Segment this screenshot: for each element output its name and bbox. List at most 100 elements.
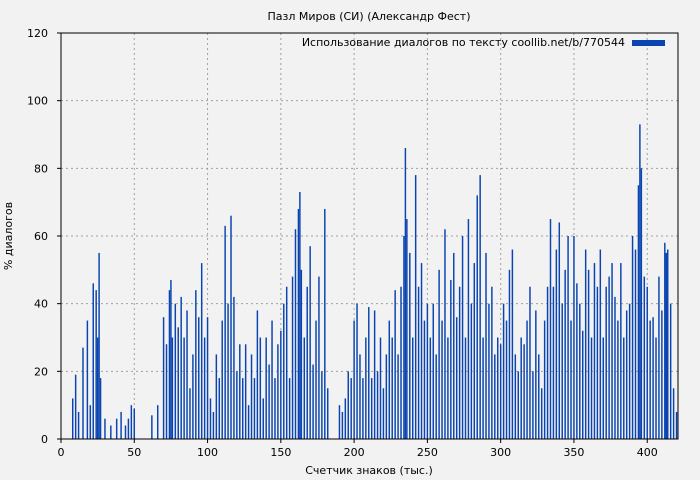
x-tick-label: 0 [58, 446, 65, 459]
bar [200, 263, 203, 439]
bar [283, 303, 285, 439]
bar [453, 252, 455, 439]
bar [646, 286, 648, 439]
bar [274, 378, 276, 439]
bar [291, 276, 294, 439]
bar [464, 337, 467, 439]
bar [376, 371, 379, 439]
bar [318, 276, 320, 439]
bar [403, 236, 405, 439]
x-tick-label: 400 [637, 446, 658, 459]
bar [558, 222, 561, 439]
bar [356, 303, 358, 439]
bar [218, 378, 221, 439]
bar [171, 337, 174, 439]
bar [130, 405, 133, 439]
bar [239, 344, 241, 439]
bar [183, 337, 185, 439]
y-axis-label: % диалогов [2, 202, 15, 270]
bar [288, 378, 291, 439]
bar [584, 249, 587, 439]
bar [532, 371, 534, 439]
bar [611, 263, 613, 439]
bar [344, 398, 347, 439]
bar [423, 320, 426, 439]
bar [549, 219, 552, 439]
bar [180, 296, 182, 439]
bar [412, 337, 414, 439]
bar [373, 310, 376, 439]
bar [206, 317, 209, 439]
bar [590, 337, 593, 439]
bar [215, 354, 218, 439]
bar [391, 337, 393, 439]
bar [250, 354, 253, 439]
bar [420, 263, 423, 439]
bar [162, 317, 165, 439]
bar [370, 378, 373, 439]
bar [649, 320, 651, 439]
bar [675, 411, 678, 439]
bar [156, 405, 159, 439]
bar [426, 303, 429, 439]
bar [608, 276, 610, 439]
y-axis-ticks: 0 20 40 60 80 100 120 [27, 27, 61, 446]
bar [438, 269, 440, 439]
bar [461, 236, 464, 439]
bar [203, 337, 206, 439]
bar [198, 317, 200, 439]
bar [661, 310, 663, 439]
bar [441, 320, 443, 439]
bar [253, 378, 256, 439]
bar [303, 337, 306, 439]
bar [579, 303, 581, 439]
bar [186, 310, 188, 439]
y-tick-label: 20 [34, 365, 48, 378]
y-tick-label: 40 [34, 298, 48, 311]
bar [664, 242, 666, 439]
bar [497, 337, 499, 439]
bar [394, 290, 396, 439]
legend: Использование диалогов по тексту coollib… [302, 36, 665, 49]
bar [652, 317, 654, 439]
bar [350, 378, 352, 439]
bar [315, 320, 317, 439]
bar [133, 408, 136, 439]
bar [192, 354, 194, 439]
legend-swatch [632, 40, 665, 46]
bar [429, 337, 432, 439]
bar [535, 310, 537, 439]
x-tick-label: 150 [270, 446, 291, 459]
bar [596, 286, 599, 439]
bar [526, 320, 528, 439]
bar [299, 192, 301, 439]
bar [312, 364, 314, 439]
bar [631, 236, 634, 439]
bar [362, 378, 364, 439]
bar [570, 320, 572, 439]
bar [385, 354, 388, 439]
bar [473, 263, 476, 439]
bar [672, 388, 675, 439]
bar [74, 374, 77, 439]
bar [620, 263, 622, 439]
bar [368, 307, 370, 439]
bar [658, 276, 660, 439]
bar [294, 229, 297, 439]
y-tick-label: 60 [34, 230, 48, 243]
bar [499, 344, 502, 439]
bar [639, 124, 641, 439]
bar [623, 337, 625, 439]
bar [382, 388, 385, 439]
bar [470, 303, 473, 439]
bar [444, 229, 446, 439]
bar [285, 286, 288, 439]
x-tick-label: 50 [127, 446, 141, 459]
bar [669, 303, 672, 439]
bar [233, 296, 235, 439]
x-axis-label: Счетчик знаков (тыс.) [305, 464, 433, 477]
bar [300, 269, 303, 439]
bar [326, 388, 329, 439]
